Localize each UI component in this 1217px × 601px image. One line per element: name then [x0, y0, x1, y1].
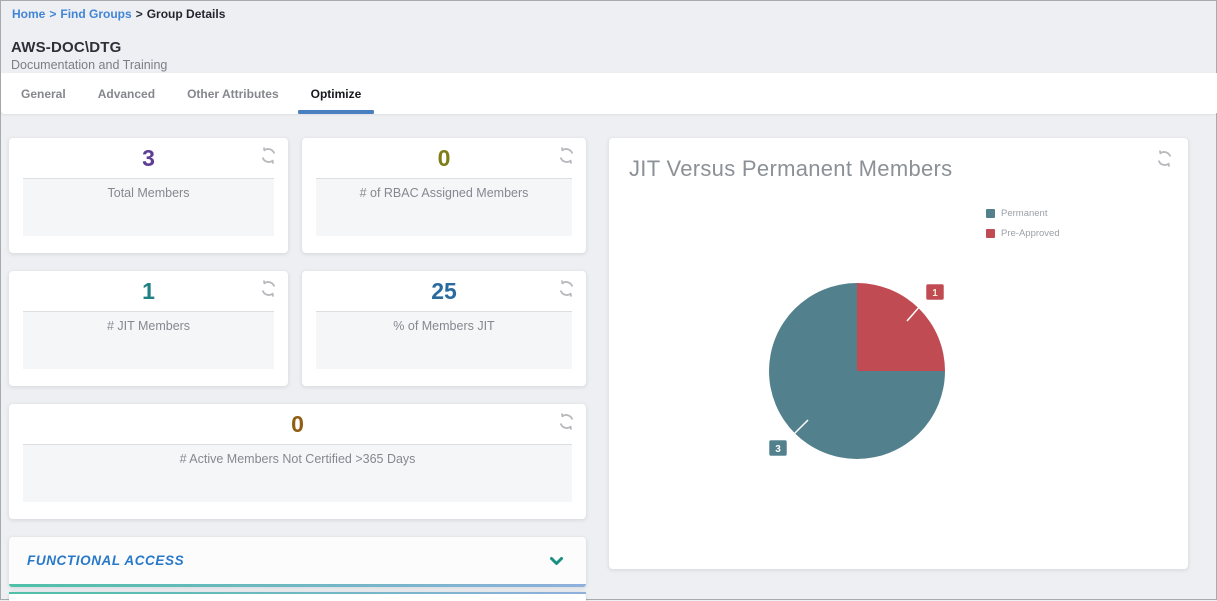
refresh-icon[interactable]: [557, 413, 576, 432]
stat-label-jit-members: # JIT Members: [106, 319, 191, 333]
legend-item-preapproved[interactable]: Pre-Approved: [986, 228, 1060, 239]
refresh-icon[interactable]: [1155, 150, 1174, 169]
tab-optimize[interactable]: Optimize: [297, 73, 374, 114]
legend-label-preapproved: Pre-Approved: [1001, 228, 1060, 239]
stat-value-jit-members: 1: [142, 277, 155, 304]
stat-label-not-certified: # Active Members Not Certified >365 Days: [179, 452, 416, 466]
refresh-icon[interactable]: [259, 280, 278, 299]
breadcrumb-separator: >: [135, 7, 143, 21]
breadcrumb: Home > Find Groups > Group Details: [12, 7, 225, 21]
stat-value-rbac-members: 0: [437, 144, 451, 171]
chevron-down-icon[interactable]: [549, 554, 564, 572]
stat-card-jit-members: 1 # JIT Members: [9, 271, 288, 386]
gradient-divider: [9, 584, 586, 587]
legend-swatch-permanent: [986, 209, 995, 218]
refresh-icon[interactable]: [557, 147, 576, 166]
collapsed-section-partial[interactable]: [9, 592, 586, 601]
breadcrumb-separator: >: [49, 7, 57, 21]
stat-value-percent-jit: 25: [431, 277, 457, 304]
page-title: AWS-DOC\DTG: [11, 39, 122, 56]
breadcrumb-home-link[interactable]: Home: [12, 7, 46, 21]
breadcrumb-current: Group Details: [146, 7, 226, 21]
tab-general[interactable]: General: [21, 86, 66, 101]
stat-card-total-members: 3 Total Members: [9, 138, 288, 253]
legend-swatch-preapproved: [986, 229, 995, 238]
page-subtitle: Documentation and Training: [11, 58, 168, 72]
stat-value-total-members: 3: [142, 144, 155, 171]
callout-value-preapproved: 1: [932, 288, 938, 299]
stat-value-not-certified: 0: [291, 410, 304, 437]
tab-bar: General Advanced Other Attributes Optimi…: [1, 73, 1217, 114]
stat-label-percent-jit: % of Members JIT: [393, 319, 495, 333]
tab-other-attributes[interactable]: Other Attributes: [187, 86, 279, 101]
breadcrumb-find-groups-link[interactable]: Find Groups: [60, 7, 132, 21]
tab-advanced[interactable]: Advanced: [97, 86, 156, 101]
callout-line-preapproved: [906, 296, 929, 322]
functional-access-accordion[interactable]: FUNCTIONAL ACCESS: [9, 537, 586, 587]
legend-label-permanent: Permanent: [1001, 208, 1048, 219]
refresh-icon[interactable]: [557, 280, 576, 299]
stat-card-percent-jit: 25 % of Members JIT: [302, 271, 586, 386]
stat-card-not-certified: 0 # Active Members Not Certified >365 Da…: [9, 404, 586, 519]
stat-card-rbac-members: 0 # of RBAC Assigned Members: [302, 138, 586, 253]
callout-box-preapproved: [925, 283, 945, 301]
pie-slice-preapproved[interactable]: [857, 283, 945, 371]
jit-versus-permanent-panel: JIT Versus Permanent Members Permanent P…: [609, 138, 1188, 569]
refresh-icon[interactable]: [259, 147, 278, 166]
chart-title: JIT Versus Permanent Members: [629, 156, 953, 181]
stat-label-rbac-members: # of RBAC Assigned Members: [359, 186, 529, 200]
callout-line-permanent: [784, 419, 809, 444]
callout-value-permanent: 3: [775, 444, 781, 455]
legend-item-permanent[interactable]: Permanent: [986, 208, 1060, 219]
pie-chart: 1 3: [768, 283, 945, 459]
stat-label-total-members: Total Members: [107, 186, 190, 200]
functional-access-label: FUNCTIONAL ACCESS: [27, 553, 185, 568]
chart-legend: Permanent Pre-Approved: [986, 208, 1060, 239]
callout-box-permanent: [768, 439, 788, 457]
